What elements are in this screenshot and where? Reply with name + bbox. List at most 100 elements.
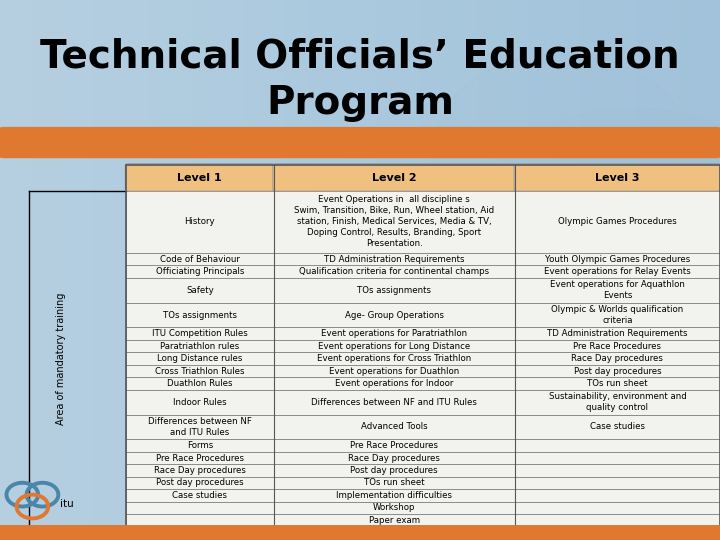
Text: Event operations for Relay Events: Event operations for Relay Events (544, 267, 690, 276)
Bar (274, 340, 515, 352)
Text: TOs run sheet: TOs run sheet (364, 478, 425, 488)
Bar (515, 265, 720, 278)
Text: Officiating Principals: Officiating Principals (156, 267, 244, 276)
Text: Event operations for Indoor: Event operations for Indoor (335, 379, 454, 388)
Text: Event operations for Duathlon: Event operations for Duathlon (329, 367, 459, 375)
Bar (126, 489, 274, 502)
Bar (126, 327, 274, 340)
Bar (274, 502, 515, 514)
Text: Event operations for Long Distance: Event operations for Long Distance (318, 342, 470, 350)
Text: Age- Group Operations: Age- Group Operations (345, 310, 444, 320)
Bar (274, 415, 515, 440)
Bar (126, 265, 274, 278)
Bar (515, 191, 720, 253)
Text: Paratriathlon rules: Paratriathlon rules (160, 342, 240, 350)
Text: TOs assignments: TOs assignments (163, 310, 237, 320)
Bar (274, 514, 515, 526)
Bar (274, 278, 515, 302)
Text: TD Administration Requirements: TD Administration Requirements (547, 329, 688, 338)
Text: Indoor Rules: Indoor Rules (173, 397, 227, 407)
Bar (126, 340, 274, 352)
Text: Olympic Games Procedures: Olympic Games Procedures (558, 217, 677, 226)
Bar (126, 352, 274, 365)
Bar (515, 514, 720, 526)
Text: Code of Behaviour: Code of Behaviour (160, 254, 240, 264)
Circle shape (432, 54, 691, 248)
Text: Duathlon Rules: Duathlon Rules (167, 379, 233, 388)
Text: Event operations for Paratriathlon: Event operations for Paratriathlon (321, 329, 467, 338)
Text: Pre Race Procedures: Pre Race Procedures (573, 342, 662, 350)
Bar (274, 327, 515, 340)
Bar (126, 165, 720, 526)
Text: Qualification criteria for continental champs: Qualification criteria for continental c… (299, 267, 490, 276)
Text: Level 1: Level 1 (178, 173, 222, 183)
Bar (126, 452, 274, 464)
FancyBboxPatch shape (273, 164, 516, 191)
Bar (274, 265, 515, 278)
Bar (274, 477, 515, 489)
Text: Post day procedures: Post day procedures (156, 478, 243, 488)
Bar (274, 191, 515, 253)
Text: Advanced Tools: Advanced Tools (361, 422, 428, 431)
Text: TOs assignments: TOs assignments (357, 286, 431, 295)
Bar (274, 464, 515, 477)
Bar (515, 365, 720, 377)
Circle shape (475, 108, 720, 346)
Text: Implementation difficulties: Implementation difficulties (336, 491, 452, 500)
Bar (0, 525, 720, 540)
Bar (126, 415, 274, 440)
Text: Long Distance rules: Long Distance rules (157, 354, 243, 363)
Bar (126, 502, 274, 514)
Bar (274, 489, 515, 502)
Bar (515, 477, 720, 489)
Text: ITU Competition Rules: ITU Competition Rules (152, 329, 248, 338)
Text: Area of mandatory training: Area of mandatory training (56, 292, 66, 425)
Bar (126, 514, 274, 526)
Bar (515, 464, 720, 477)
Bar (274, 302, 515, 327)
Bar (515, 340, 720, 352)
Bar (126, 464, 274, 477)
Text: Case studies: Case studies (172, 491, 228, 500)
Text: Event operations for Cross Triathlon: Event operations for Cross Triathlon (317, 354, 472, 363)
FancyBboxPatch shape (0, 127, 720, 158)
Bar (515, 452, 720, 464)
Bar (126, 191, 274, 253)
Text: Post day procedures: Post day procedures (574, 367, 661, 375)
Text: Safety: Safety (186, 286, 214, 295)
Text: Cross Triathlon Rules: Cross Triathlon Rules (155, 367, 245, 375)
Bar (515, 502, 720, 514)
Text: Olympic & Worlds qualification
criteria: Olympic & Worlds qualification criteria (552, 305, 683, 325)
Text: History: History (184, 217, 215, 226)
Text: Race Day procedures: Race Day procedures (154, 466, 246, 475)
Bar (126, 278, 274, 302)
Bar (126, 477, 274, 489)
Bar (515, 489, 720, 502)
Text: Program: Program (266, 84, 454, 122)
Bar (274, 253, 515, 265)
Text: Level 2: Level 2 (372, 173, 416, 183)
Bar (515, 253, 720, 265)
Text: Technical Officials’ Education: Technical Officials’ Education (40, 38, 680, 76)
Bar (515, 278, 720, 302)
Text: Race Day procedures: Race Day procedures (572, 354, 663, 363)
Text: Differences between NF and ITU Rules: Differences between NF and ITU Rules (311, 397, 477, 407)
Bar (274, 452, 515, 464)
Text: Event operations for Aquathlon
Events: Event operations for Aquathlon Events (550, 280, 685, 300)
Text: itu: itu (60, 499, 73, 509)
FancyBboxPatch shape (514, 164, 720, 191)
Text: Case studies: Case studies (590, 422, 645, 431)
Bar (515, 352, 720, 365)
Bar (274, 365, 515, 377)
Bar (515, 302, 720, 327)
Bar (515, 377, 720, 390)
Bar (126, 377, 274, 390)
Text: Youth Olympic Games Procedures: Youth Olympic Games Procedures (545, 254, 690, 264)
Bar (126, 253, 274, 265)
Bar (126, 390, 274, 415)
Text: Sustainability, environment and
quality control: Sustainability, environment and quality … (549, 392, 686, 412)
Text: TOs run sheet: TOs run sheet (587, 379, 648, 388)
Bar (274, 352, 515, 365)
Text: Pre Race Procedures: Pre Race Procedures (350, 441, 438, 450)
Bar (126, 440, 274, 452)
